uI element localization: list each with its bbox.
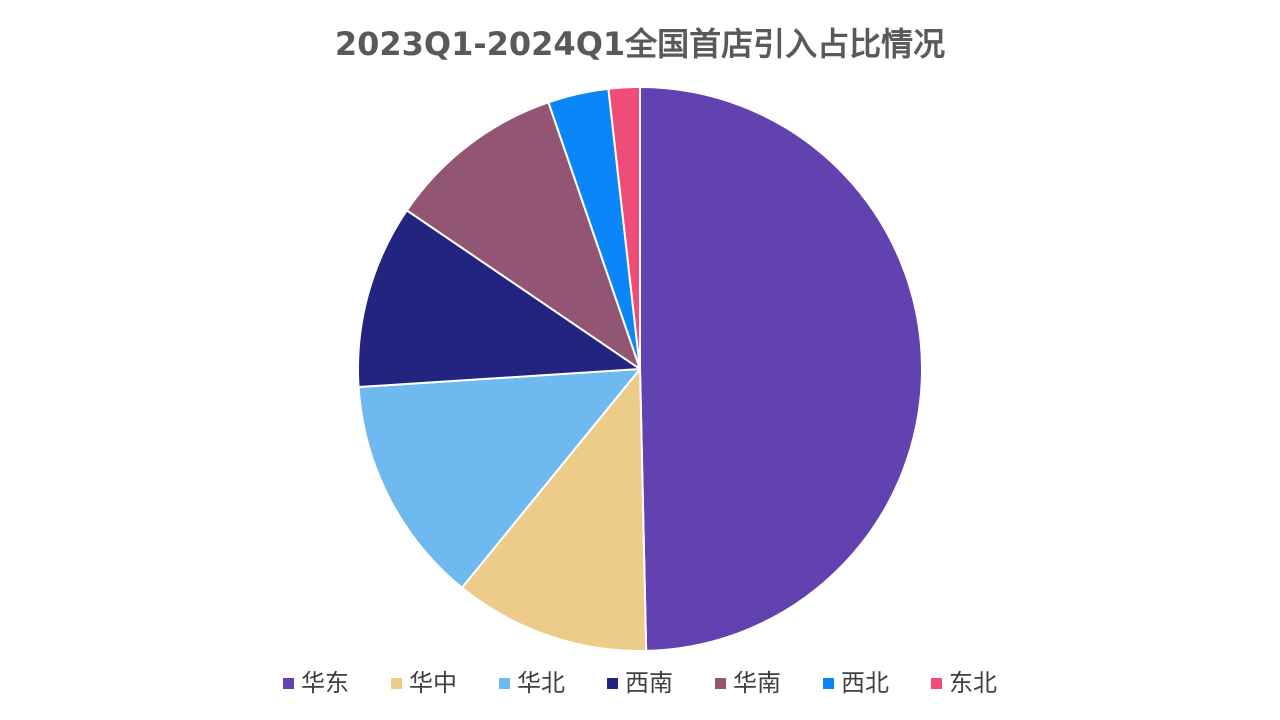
legend-swatch	[715, 677, 726, 689]
legend-label: 华北	[517, 669, 565, 697]
legend-swatch	[607, 677, 618, 689]
pie-slice-1	[639, 86, 923, 652]
legend-label: 华东	[301, 669, 349, 697]
legend-swatch	[931, 677, 942, 689]
pie-slice-5	[405, 101, 641, 370]
legend-label: 华中	[409, 669, 457, 697]
pie-slice-3	[357, 368, 641, 589]
legend-label: 华南	[733, 669, 781, 697]
legend-label: 东北	[949, 669, 997, 697]
pie-slice-4	[357, 209, 641, 389]
legend-item: 西北	[823, 666, 889, 700]
chart-title: 2023Q1-2024Q1全国首店引入占比情况	[334, 25, 946, 63]
legend-item: 华中	[391, 666, 457, 700]
legend-item: 东北	[931, 666, 997, 700]
legend-item: 华南	[715, 666, 781, 700]
legend-swatch	[499, 677, 510, 689]
legend-item: 华北	[499, 666, 565, 700]
pie-slice-2	[460, 368, 648, 652]
legend-label: 西南	[625, 669, 673, 697]
pie-slice-7	[607, 86, 641, 370]
legend-swatch	[823, 677, 834, 689]
legend-item: 西南	[607, 666, 673, 700]
legend-swatch	[283, 677, 294, 689]
legend-item: 华东	[283, 666, 349, 700]
legend-label: 西北	[841, 669, 889, 697]
chart-legend: 华东 华中 华北 西南 华南 西北 东北	[0, 666, 1280, 700]
legend-swatch	[391, 677, 402, 689]
